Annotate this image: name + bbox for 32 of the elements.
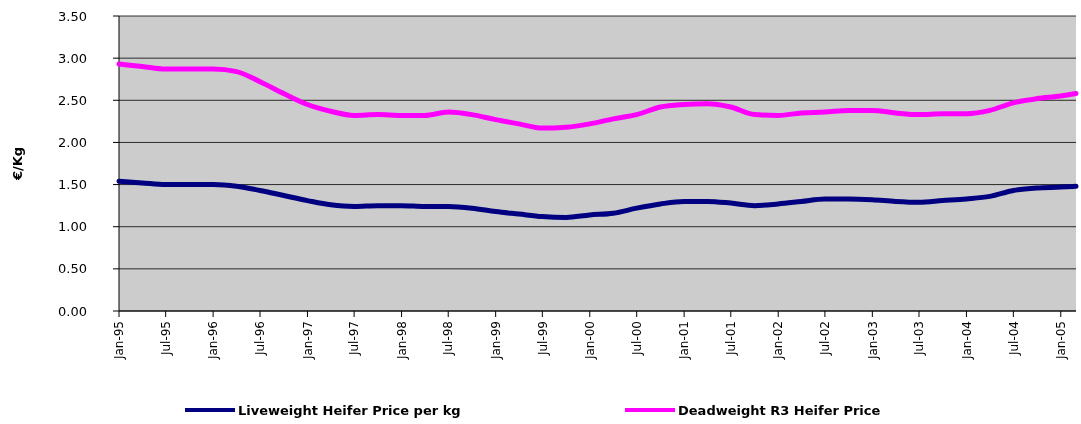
x-tick-label: Jul-00 bbox=[629, 321, 644, 357]
y-tick-label: 0.00 bbox=[58, 303, 87, 319]
y-tick-label: 2.00 bbox=[58, 134, 87, 150]
y-tick-label: 3.50 bbox=[58, 8, 87, 24]
legend-label: Deadweight R3 Heifer Price bbox=[678, 402, 881, 418]
x-tick-label: Jan-05 bbox=[1053, 321, 1068, 361]
x-tick-label: Jan-98 bbox=[394, 321, 409, 361]
x-tick-label: Jan-95 bbox=[112, 321, 127, 361]
x-tick-label: Jul-99 bbox=[535, 321, 550, 357]
x-tick-label: Jul-02 bbox=[818, 321, 833, 357]
y-tick-label: 2.50 bbox=[58, 92, 87, 108]
x-tick-label: Jul-98 bbox=[441, 321, 456, 357]
x-tick-label: Jul-96 bbox=[253, 321, 268, 357]
x-tick-label: Jul-01 bbox=[723, 321, 738, 357]
x-tick-label: Jan-99 bbox=[488, 321, 503, 361]
x-tick-label: Jan-03 bbox=[865, 321, 880, 361]
x-tick-label: Jul-97 bbox=[347, 321, 362, 357]
x-tick-label: Jan-04 bbox=[959, 321, 974, 361]
y-tick-label: 0.50 bbox=[58, 261, 87, 277]
x-tick-label: Jan-00 bbox=[582, 321, 597, 361]
y-tick-label: 3.00 bbox=[58, 50, 87, 66]
y-tick-label: 1.00 bbox=[58, 219, 87, 235]
x-tick-label: Jan-02 bbox=[771, 321, 786, 361]
y-tick-label: 1.50 bbox=[58, 177, 87, 193]
x-tick-label: Jan-01 bbox=[677, 321, 692, 361]
x-tick-label: Jan-97 bbox=[300, 321, 315, 361]
x-tick-label: Jul-04 bbox=[1006, 321, 1021, 357]
x-tick-label: Jan-96 bbox=[206, 321, 221, 361]
y-axis-title: €/Kg bbox=[10, 146, 25, 182]
x-tick-label: Jul-03 bbox=[912, 321, 927, 357]
x-tick-label: Jul-95 bbox=[158, 321, 173, 357]
legend-label: Liveweight Heifer Price per kg bbox=[238, 402, 461, 418]
